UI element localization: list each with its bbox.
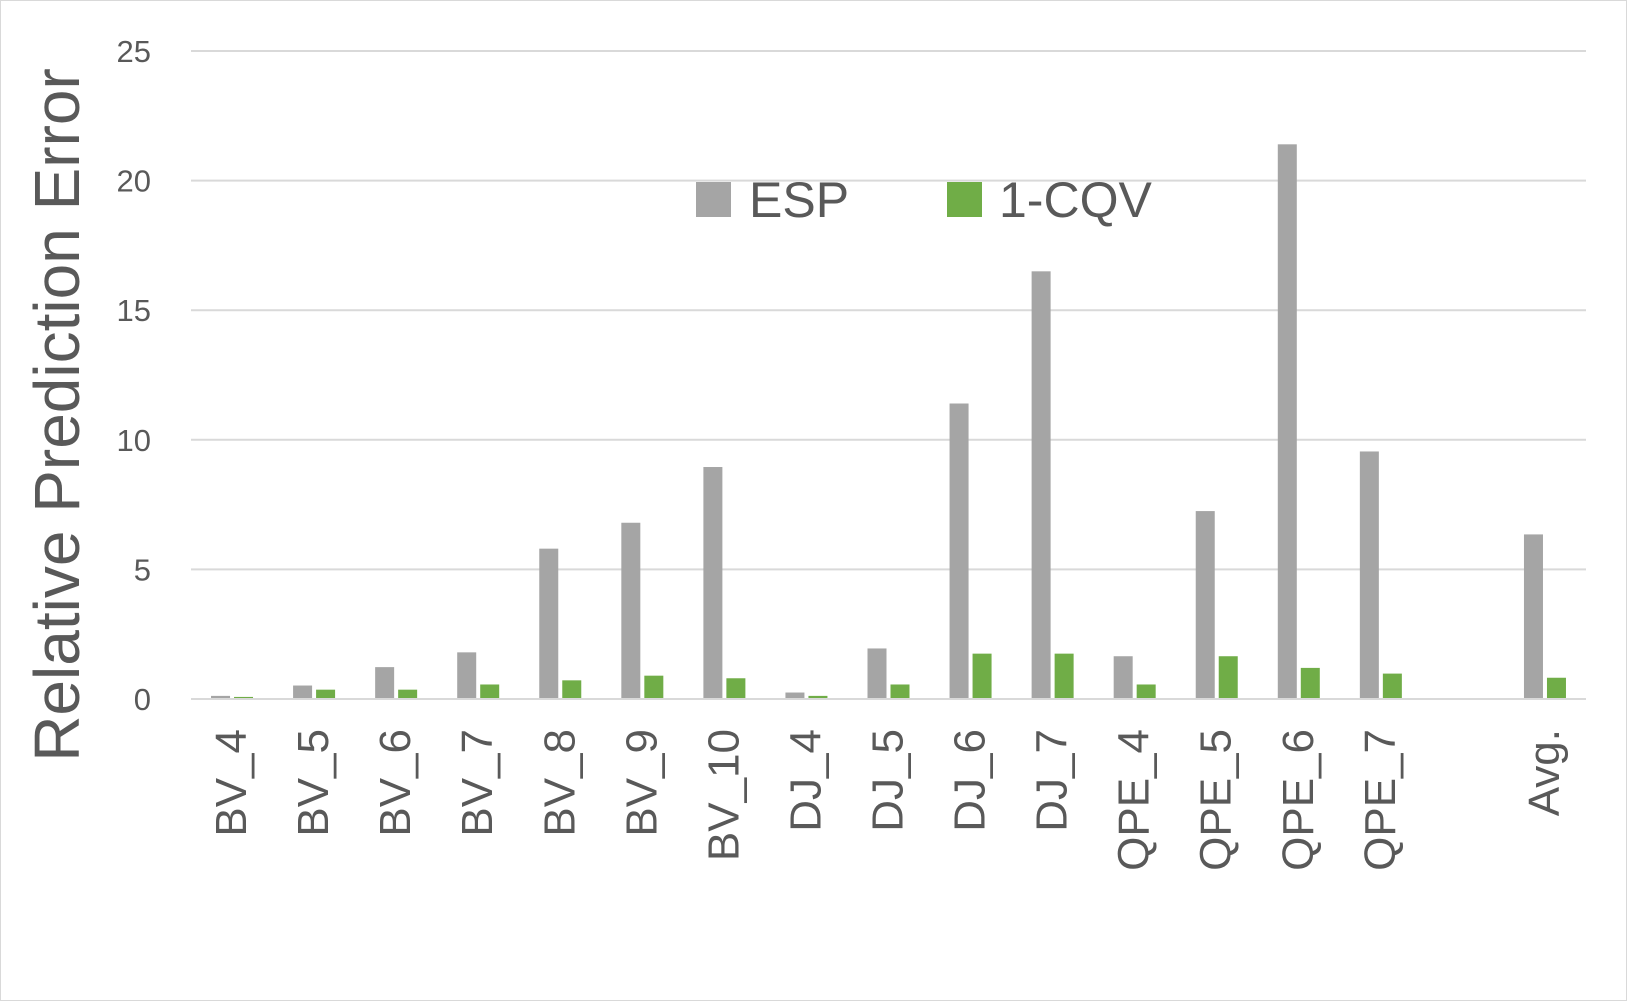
bar-1-cqv [1136, 684, 1156, 699]
legend-swatch-1-cqv [947, 182, 982, 217]
bar-esp [703, 467, 723, 699]
y-tick-label: 15 [117, 293, 151, 328]
y-tick-label: 20 [117, 164, 151, 199]
bar-1-cqv [808, 695, 828, 699]
bar-esp [375, 667, 395, 699]
y-axis-tick-labels: 0 5 10 15 20 25 [117, 34, 151, 717]
x-category-label: BV_7 [453, 729, 502, 837]
bar-esp [1523, 534, 1543, 699]
bar-1-cqv [398, 689, 418, 699]
bar-esp [211, 695, 231, 699]
bar-1-cqv [1300, 667, 1320, 699]
bar-1-cqv [644, 675, 664, 699]
x-category-label: DJ_5 [864, 729, 913, 832]
x-category-label: BV_9 [617, 729, 666, 837]
bar-esp [785, 692, 805, 699]
legend-label-1-cqv: 1-CQV [999, 172, 1152, 228]
y-tick-label: 10 [117, 423, 151, 458]
bar-esp [1195, 511, 1215, 699]
y-tick-label: 5 [134, 552, 151, 587]
x-category-label: DJ_6 [946, 729, 995, 832]
bar-esp [1359, 451, 1379, 699]
bar-esp [293, 685, 313, 699]
bar-1-cqv [1382, 673, 1402, 699]
x-category-label: QPE_4 [1110, 729, 1159, 871]
bar-esp [457, 652, 477, 699]
bar-esp [1277, 144, 1297, 699]
bar-1-cqv [480, 684, 500, 699]
bar-esp [867, 648, 887, 699]
legend-swatch-esp [696, 182, 731, 217]
x-category-label: QPE_6 [1274, 729, 1323, 871]
x-category-label: BV_5 [289, 729, 338, 837]
x-category-label: BV_8 [535, 729, 584, 837]
bar-1-cqv [234, 696, 254, 699]
x-category-label: Avg. [1520, 729, 1569, 816]
x-category-label: DJ_4 [781, 729, 830, 832]
x-category-label: BV_10 [699, 729, 748, 861]
bar-esp [949, 403, 969, 699]
bar-1-cqv [972, 653, 992, 699]
bar-1-cqv [1054, 653, 1074, 699]
x-category-label: BV_4 [207, 729, 256, 837]
y-tick-label: 0 [134, 682, 151, 717]
x-category-label: BV_6 [371, 729, 420, 837]
x-axis-category-labels: BV_4 BV_5 BV_6 BV_7 BV_8 BV_9 BV_10 DJ_4 DJ_5 DJ_… [207, 729, 1569, 871]
bars [211, 144, 1566, 699]
bar-esp [621, 522, 641, 699]
bar-1-cqv [1546, 677, 1566, 699]
bar-esp [1031, 271, 1051, 699]
bar-1-cqv [726, 678, 746, 699]
legend-label-esp: ESP [749, 172, 849, 228]
y-axis-title: Relative Prediction Error [21, 68, 93, 762]
bar-1-cqv [890, 684, 910, 699]
x-category-label: QPE_5 [1192, 729, 1241, 871]
legend: ESP 1-CQV [696, 172, 1152, 228]
bar-esp [539, 548, 559, 699]
bar-1-cqv [562, 680, 582, 699]
x-category-label: DJ_7 [1028, 729, 1077, 832]
gridlines [191, 50, 1586, 571]
bar-esp [1113, 656, 1133, 699]
y-tick-label: 25 [117, 34, 151, 69]
x-category-label: QPE_7 [1356, 729, 1405, 871]
bar-1-cqv [316, 689, 336, 699]
bar-1-cqv [1218, 656, 1238, 699]
